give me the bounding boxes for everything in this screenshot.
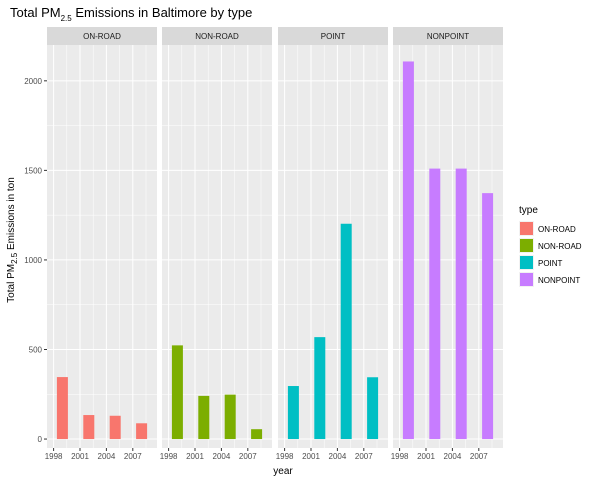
facet-panel-nonpoint: NONPOINT 1998 2001 2004 2007 [391, 27, 503, 461]
facet-panels: ON-ROAD 1998 2001 2004 2007 NON-ROAD 1998 2001 2… [24, 27, 503, 461]
legend-label: NONPOINT [538, 276, 580, 285]
legend-label: POINT [538, 259, 563, 268]
facet-strip-label: POINT [321, 32, 346, 41]
x-tick-label: 2007 [239, 452, 257, 461]
facet-strip-label: ON-ROAD [83, 32, 121, 41]
x-tick-label: 2007 [124, 452, 142, 461]
x-tick-label: 1998 [391, 452, 409, 461]
y-tick-label: 1000 [24, 256, 42, 265]
facet-strip [278, 27, 388, 45]
bar-point-2002 [314, 337, 326, 440]
facet-strip [162, 27, 272, 45]
y-tick-label: 2000 [24, 77, 42, 86]
bar-non-road-2005 [224, 394, 236, 440]
bar-non-road-2008 [251, 429, 263, 440]
x-tick-label: 2001 [186, 452, 204, 461]
facet-panel-on-road: ON-ROAD 1998 2001 2004 2007 [45, 27, 157, 461]
legend-key-on-road [520, 222, 533, 235]
y-tick-label: 500 [29, 345, 43, 354]
legend-label: NON-ROAD [538, 242, 582, 251]
bar-non-road-1999 [171, 345, 183, 440]
legend-key-non-road [520, 239, 533, 252]
facet-strip [47, 27, 157, 45]
x-tick-label: 1998 [276, 452, 294, 461]
bar-on-road-2005 [109, 415, 121, 440]
bar-non-road-2002 [198, 395, 210, 440]
y-axis: 0 500 1000 1500 2000 [24, 77, 47, 444]
bar-point-1999 [287, 386, 299, 440]
legend-title: type [519, 205, 538, 216]
bar-nonpoint-2008 [482, 193, 494, 440]
x-tick-label: 2001 [302, 452, 320, 461]
bar-on-road-2008 [136, 423, 148, 440]
x-tick-label: 2004 [213, 452, 231, 461]
x-tick-label: 2001 [71, 452, 89, 461]
bar-point-2005 [340, 223, 352, 440]
bar-nonpoint-2002 [429, 168, 441, 440]
legend-label: ON-ROAD [538, 225, 576, 234]
y-axis-title: Total PM2.5 Emissions in ton [6, 177, 19, 303]
x-tick-label: 1998 [160, 452, 178, 461]
bar-nonpoint-1999 [402, 61, 414, 440]
x-tick-label: 2004 [98, 452, 116, 461]
x-tick-label: 2007 [355, 452, 373, 461]
bar-point-2008 [367, 377, 379, 440]
y-tick-label: 1500 [24, 166, 42, 175]
x-axis-title: year [273, 466, 293, 477]
facet-strip-label: NONPOINT [427, 32, 469, 41]
x-tick-label: 2004 [329, 452, 347, 461]
x-tick-label: 2004 [444, 452, 462, 461]
legend-key-nonpoint [520, 273, 533, 286]
bar-on-road-1999 [56, 377, 68, 440]
legend: type ON-ROAD NON-ROAD POINT NONPOINT [519, 205, 582, 287]
facet-panel-point: POINT 1998 2001 2004 2007 [276, 27, 388, 461]
y-tick-label: 0 [38, 435, 43, 444]
x-tick-label: 1998 [45, 452, 63, 461]
x-tick-label: 2007 [470, 452, 488, 461]
bar-on-road-2002 [83, 415, 95, 440]
chart-title: Total PM2.5 Emissions in Baltimore by ty… [10, 5, 252, 23]
x-tick-label: 2001 [417, 452, 435, 461]
facet-strip [393, 27, 503, 45]
facet-panel-non-road: NON-ROAD 1998 2001 2004 2007 [160, 27, 272, 461]
facet-strip-label: NON-ROAD [195, 32, 239, 41]
legend-key-point [520, 256, 533, 269]
bar-nonpoint-2005 [455, 168, 467, 440]
